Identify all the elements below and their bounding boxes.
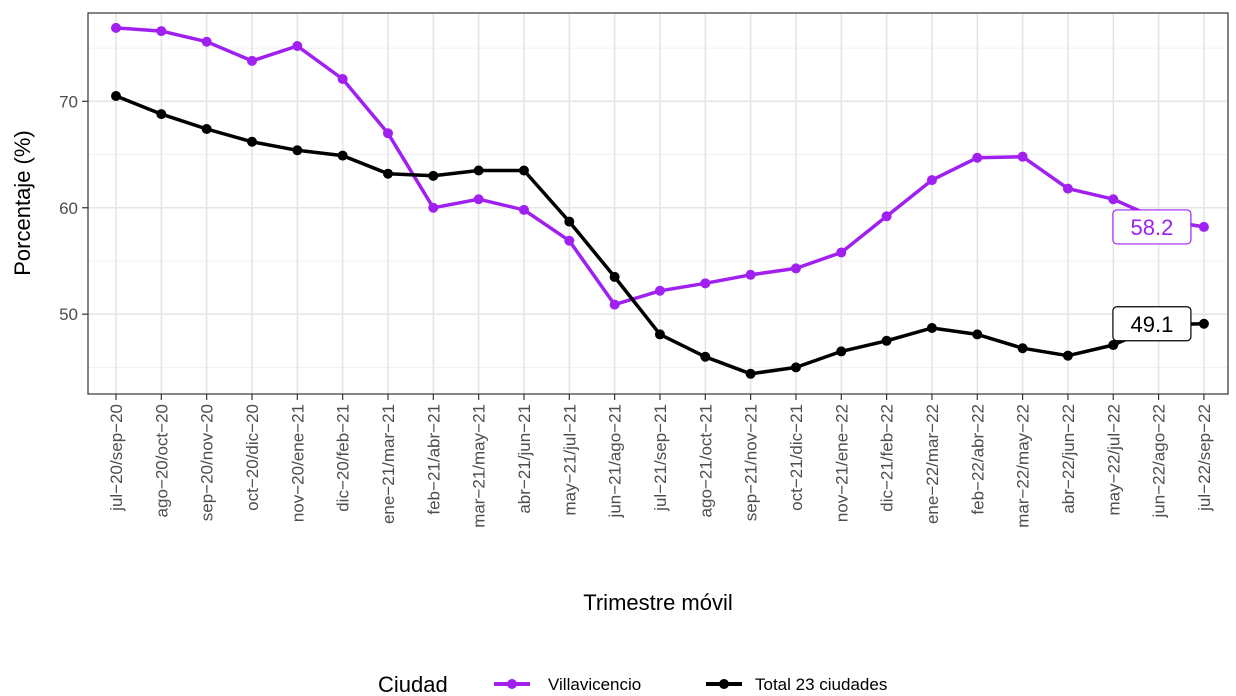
- legend-item-total-23-ciudades: Total 23 ciudades: [706, 675, 887, 694]
- end-label-1: 49.1: [1112, 306, 1192, 342]
- x-tick-label: abr−21/jun−21: [515, 404, 534, 514]
- data-point: [111, 91, 121, 102]
- data-point: [428, 202, 439, 213]
- x-tick-label: jul−20/sep−20: [107, 404, 126, 512]
- x-tick-label: dic−20/feb−21: [334, 404, 353, 512]
- x-tick-label: feb−22/abr−22: [968, 404, 987, 515]
- end-label-box: [1112, 306, 1192, 342]
- x-tick-label: jul−22/sep−22: [1195, 404, 1214, 512]
- data-point: [700, 351, 711, 362]
- x-tick-label: ene−21/mar−21: [379, 404, 398, 524]
- x-tick-label: may−22/jul−22: [1104, 404, 1123, 516]
- data-point: [745, 368, 756, 379]
- data-point: [836, 346, 847, 357]
- data-point: [473, 194, 484, 205]
- data-point: [564, 216, 575, 227]
- x-tick-label: ago−20/oct−20: [152, 404, 171, 517]
- end-label-box: [1112, 209, 1192, 245]
- x-axis: jul−20/sep−20 ago−20/oct−20 sep−20/nov−20 o…: [107, 394, 1214, 528]
- x-tick-label: jul−21/sep−21: [651, 404, 670, 512]
- data-point: [790, 362, 801, 373]
- data-point: [1062, 350, 1073, 361]
- x-tick-label: nov−21/ene−22: [832, 404, 851, 522]
- legend-key-point-villavicencio: [507, 679, 517, 689]
- legend-title: Ciudad: [378, 672, 448, 696]
- data-point: [1017, 151, 1028, 162]
- x-axis-title: Trimestre móvil: [583, 590, 733, 615]
- data-point: [609, 271, 620, 282]
- data-point: [745, 269, 756, 280]
- data-point: [564, 235, 575, 246]
- x-tick-label: jun−21/ago−21: [606, 404, 625, 518]
- data-point: [428, 170, 439, 181]
- data-point: [382, 128, 393, 139]
- data-point: [790, 263, 801, 274]
- data-point: [654, 285, 665, 296]
- x-tick-label: sep−21/nov−21: [742, 404, 761, 521]
- plot-panel-border: [87, 12, 1229, 395]
- end-label-text: 58.2: [1131, 215, 1174, 240]
- x-tick-label: dic−21/feb−22: [878, 404, 897, 512]
- data-point: [1017, 343, 1028, 354]
- legend: Ciudad Villavicencio Total 23 ciudades: [378, 672, 887, 696]
- x-tick-label: mar−22/may−22: [1014, 404, 1033, 528]
- data-point: [1108, 194, 1119, 205]
- data-point: [972, 329, 983, 340]
- legend-label-villavicencio: Villavicencio: [548, 675, 641, 694]
- data-point: [972, 152, 983, 163]
- data-point: [926, 323, 937, 334]
- x-tick-label: may−21/jul−21: [560, 404, 579, 516]
- x-tick-label: nov−20/ene−21: [288, 404, 307, 522]
- legend-key-point-total: [719, 679, 729, 689]
- data-point: [201, 124, 212, 135]
- end-labels: 58.2 49.1: [1112, 209, 1192, 342]
- y-tick-label: 50: [59, 305, 78, 324]
- y-axis-title: Porcentaje (%): [10, 130, 35, 276]
- x-tick-label: ago−21/oct−21: [696, 404, 715, 517]
- x-tick-label: jun−22/ago−22: [1150, 404, 1169, 518]
- data-point: [382, 168, 393, 179]
- x-tick-label: sep−20/nov−20: [198, 404, 217, 521]
- x-tick-label: ene−22/mar−22: [923, 404, 942, 524]
- data-point: [518, 165, 529, 176]
- x-tick-label: oct−20/dic−20: [243, 404, 262, 511]
- data-point: [156, 109, 167, 120]
- data-point: [1062, 183, 1073, 194]
- data-point: [201, 36, 212, 47]
- legend-label-total-23-ciudades: Total 23 ciudades: [755, 675, 887, 694]
- data-point: [292, 40, 303, 51]
- data-point: [609, 299, 620, 310]
- legend-item-villavicencio: Villavicencio: [494, 675, 641, 694]
- data-point: [111, 22, 121, 33]
- end-label-text: 49.1: [1131, 312, 1174, 337]
- x-tick-label: feb−21/abr−21: [424, 404, 443, 515]
- data-point: [926, 175, 937, 186]
- data-point: [881, 211, 892, 222]
- data-point: [836, 247, 847, 258]
- data-point: [292, 145, 303, 156]
- data-point: [246, 136, 257, 147]
- data-point: [1198, 318, 1209, 329]
- data-point: [1108, 340, 1119, 351]
- data-point: [156, 26, 167, 37]
- data-point: [337, 150, 348, 161]
- x-tick-label: abr−22/jun−22: [1059, 404, 1078, 514]
- data-point: [1198, 221, 1209, 232]
- end-label-0: 58.2: [1112, 209, 1192, 245]
- data-point: [473, 165, 484, 176]
- data-point: [881, 335, 892, 346]
- y-tick-label: 60: [59, 199, 78, 218]
- series-points: [111, 22, 1209, 379]
- x-tick-label: oct−21/dic−21: [787, 404, 806, 511]
- data-point: [518, 204, 529, 215]
- y-axis: 50 60 70: [59, 92, 88, 324]
- data-point: [700, 278, 711, 289]
- data-point: [246, 55, 257, 66]
- y-tick-label: 70: [59, 92, 78, 111]
- data-point: [654, 329, 665, 340]
- data-point: [337, 73, 348, 84]
- x-tick-label: mar−21/may−21: [470, 404, 489, 528]
